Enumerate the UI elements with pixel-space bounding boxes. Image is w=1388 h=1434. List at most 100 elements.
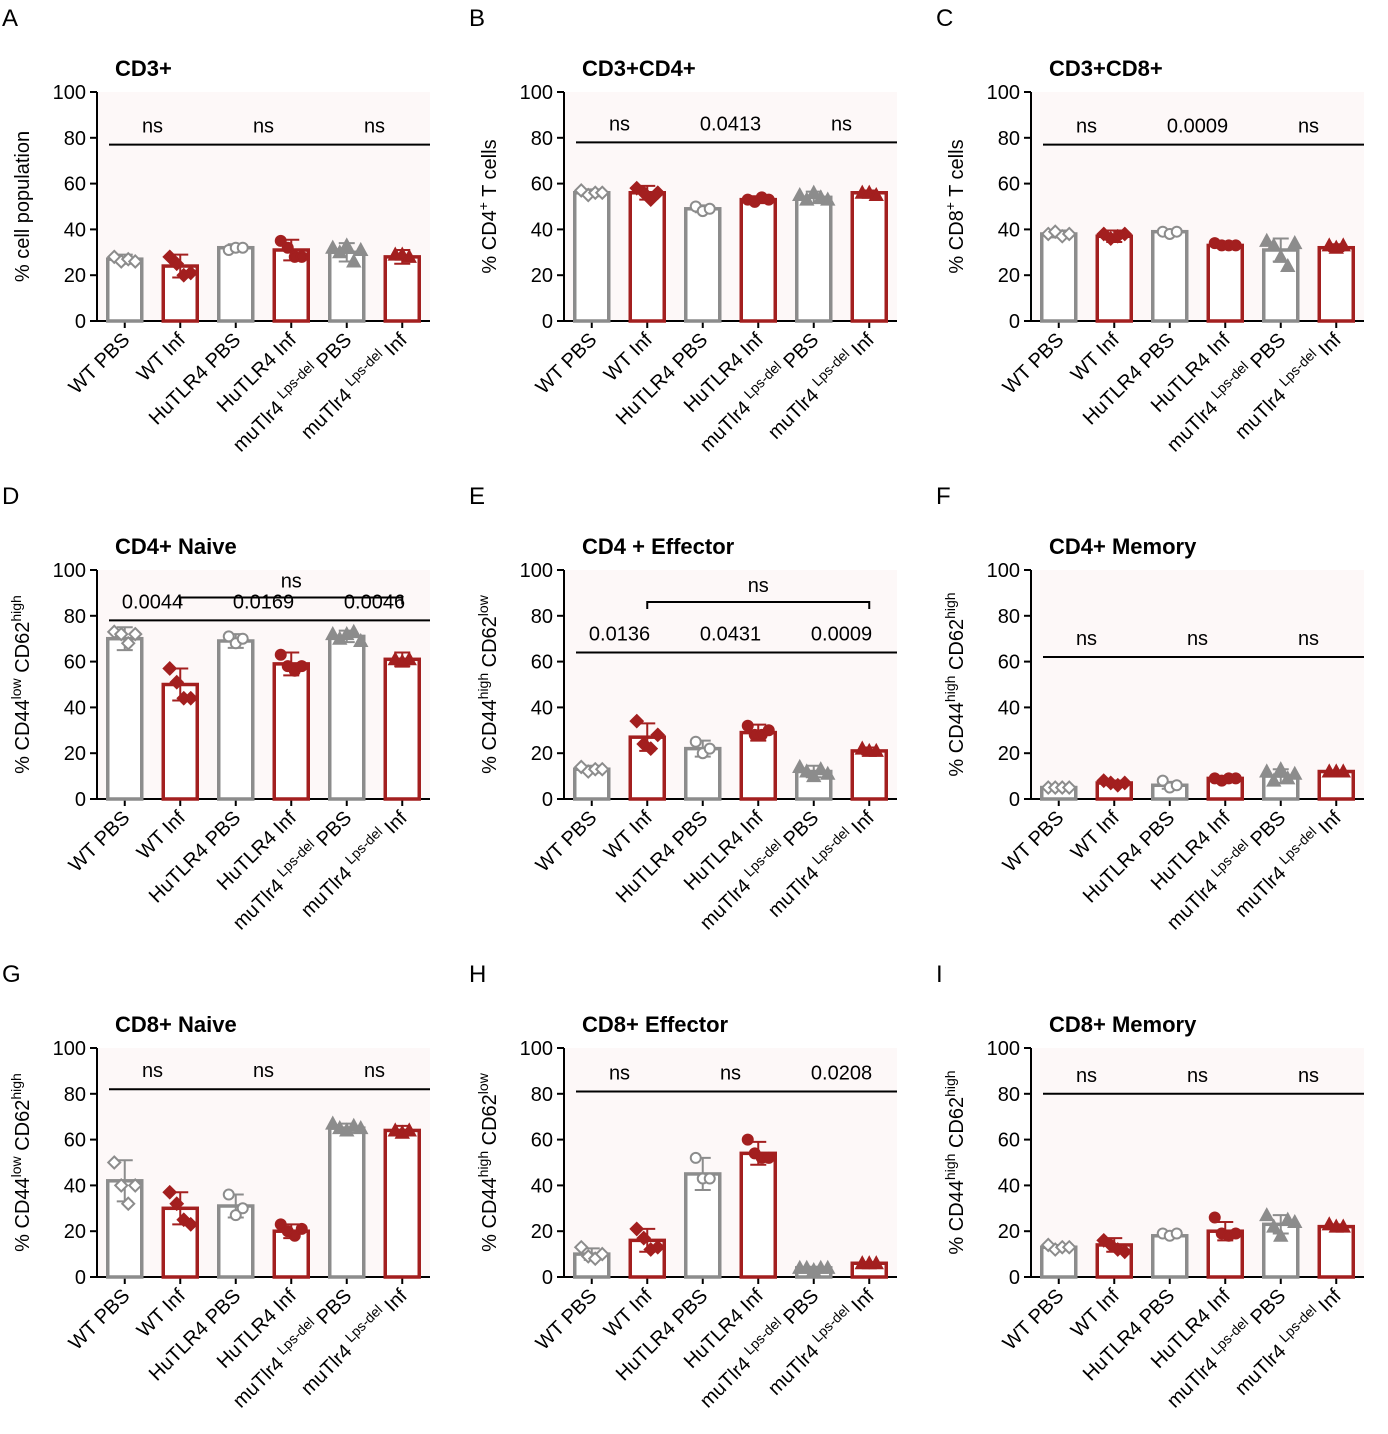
- data-point: [236, 1202, 249, 1215]
- significance-label: ns: [1076, 628, 1097, 650]
- y-axis-label-text: % cell population: [12, 131, 34, 282]
- y-axis-label-sup: low: [475, 1072, 491, 1094]
- significance-label: ns: [253, 116, 274, 138]
- data-point: [594, 1246, 610, 1262]
- data-point: [353, 1120, 369, 1135]
- data-point: [1266, 237, 1282, 252]
- panel: B CD3+CD4+ % CD4+ T cells 0 20 40 60 80 100 WT PB…: [469, 5, 897, 456]
- y-axis-label-text: CD62: [12, 1100, 34, 1157]
- bar: [1151, 229, 1189, 323]
- data-point: [643, 192, 659, 208]
- significance-label: 0.0169: [233, 591, 294, 613]
- data-point: [799, 191, 815, 206]
- data-point: [806, 768, 822, 783]
- data-point: [169, 674, 185, 690]
- data-point: [806, 184, 822, 199]
- data-point: [353, 632, 369, 647]
- bar: [106, 636, 144, 801]
- x-tick-label: WT PBS: [532, 807, 602, 877]
- data-point: [1287, 235, 1303, 250]
- data-point: [295, 1222, 308, 1235]
- y-tick-label: 0: [1009, 1267, 1020, 1289]
- data-point: [594, 185, 610, 201]
- significance-label: ns: [364, 1060, 385, 1082]
- y-axis-label-sup: +: [942, 202, 958, 210]
- y-axis-label-sup: low: [8, 677, 24, 699]
- bar: [739, 1151, 777, 1279]
- data-point: [346, 623, 362, 638]
- data-point: [1335, 1218, 1351, 1233]
- y-axis-label: % CD4+ T cells: [475, 139, 501, 273]
- panel: C CD3+CD8+ % CD8+ T cells 0 20 40 60 80 100 WT PB…: [936, 5, 1364, 456]
- y-tick-label: 80: [998, 1084, 1020, 1106]
- data-point: [346, 253, 362, 268]
- significance-label: ns: [253, 1060, 274, 1082]
- data-point: [573, 1239, 589, 1255]
- data-point: [295, 660, 308, 673]
- bracket: [179, 596, 404, 605]
- y-axis-label-text: % CD8: [946, 210, 968, 273]
- bar: [795, 195, 833, 323]
- x-tick-label-text: PBS: [779, 329, 823, 373]
- bracket-label: ns: [748, 575, 769, 597]
- chart-title: CD8+ Naive: [115, 1012, 237, 1037]
- y-tick-label: 0: [1009, 789, 1020, 811]
- y-axis-label-text: % CD44: [946, 1180, 968, 1254]
- data-point: [401, 651, 417, 666]
- x-tick-label-text: Inf: [847, 329, 879, 361]
- x-tick-label-text: Inf: [380, 1285, 412, 1317]
- data-point: [183, 265, 199, 281]
- data-point: [762, 193, 775, 206]
- plot-background: [97, 570, 430, 799]
- bar: [850, 749, 888, 801]
- bar: [628, 191, 666, 323]
- x-tick-label: WT PBS: [65, 329, 135, 399]
- y-tick-label: 40: [531, 1175, 553, 1197]
- y-tick-label: 20: [531, 1221, 553, 1243]
- data-point: [325, 239, 341, 254]
- significance-label: ns: [831, 113, 852, 135]
- bar: [1317, 1224, 1355, 1279]
- data-point: [1170, 225, 1183, 238]
- y-tick-label: 0: [75, 789, 86, 811]
- bracket: [646, 601, 871, 610]
- y-tick-label: 0: [75, 1267, 86, 1289]
- bar: [1040, 232, 1078, 323]
- y-tick-label: 60: [64, 1130, 86, 1152]
- y-tick-label: 60: [531, 652, 553, 674]
- data-point: [222, 630, 235, 643]
- data-point: [127, 254, 143, 269]
- data-point: [162, 249, 178, 265]
- chart-title: CD8+ Effector: [582, 1012, 729, 1037]
- y-tick-label: 20: [998, 265, 1020, 287]
- data-point: [636, 185, 652, 201]
- y-axis-label-sup: high: [942, 592, 958, 618]
- panel-letter: E: [469, 483, 485, 510]
- y-tick-label: 60: [998, 1130, 1020, 1152]
- y-axis-label-text: CD62: [479, 616, 501, 673]
- bar: [328, 1126, 366, 1279]
- data-point: [689, 735, 702, 748]
- panel-letter: H: [469, 961, 486, 988]
- y-axis-label-sup: high: [475, 1151, 491, 1177]
- data-point: [1266, 772, 1282, 787]
- significance-label: ns: [1076, 1065, 1097, 1087]
- x-tick-label-text: PBS: [1246, 807, 1290, 851]
- data-point: [183, 690, 199, 706]
- data-point: [281, 241, 294, 254]
- significance-label: ns: [720, 1063, 741, 1085]
- y-axis-label: % CD44high CD62low: [475, 594, 501, 774]
- y-tick-label: 40: [531, 697, 553, 719]
- y-axis-label-text: % CD44: [479, 1177, 501, 1251]
- data-point: [650, 1239, 666, 1255]
- data-point: [629, 713, 645, 729]
- data-point: [868, 186, 884, 202]
- data-point: [106, 1155, 122, 1170]
- y-tick-label: 40: [998, 1175, 1020, 1197]
- y-tick-label: 80: [531, 128, 553, 150]
- bar: [684, 207, 722, 323]
- panel-letter: B: [469, 5, 485, 32]
- y-axis-label: % CD44high CD62high: [942, 1070, 968, 1254]
- plot-background: [1031, 1048, 1364, 1277]
- x-tick-label: WT PBS: [532, 329, 602, 399]
